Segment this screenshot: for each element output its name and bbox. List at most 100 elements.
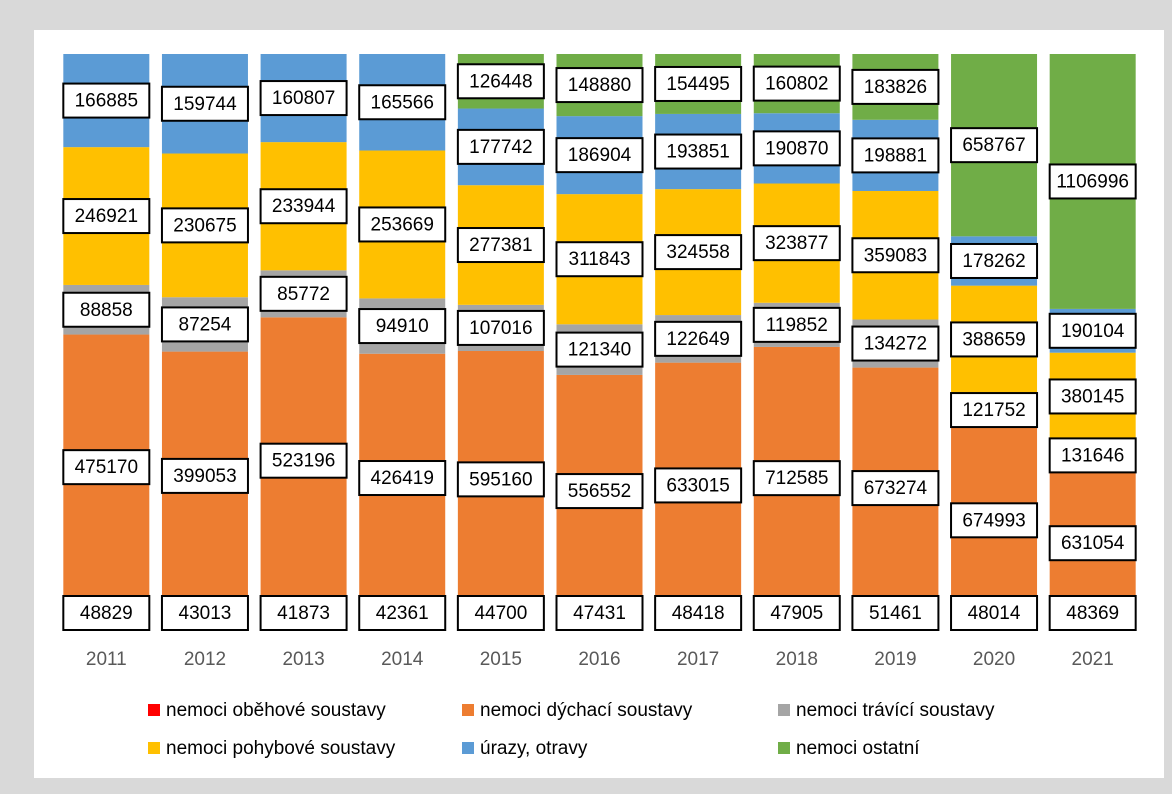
data-label: 131646 (1061, 445, 1124, 466)
data-label: 556552 (568, 481, 631, 502)
data-label-box (654, 467, 743, 504)
data-label: 44700 (474, 603, 527, 624)
data-label: 94910 (376, 316, 429, 337)
data-label-box (456, 128, 545, 165)
legend-label: nemoci oběhové soustavy (166, 700, 386, 721)
data-label-box (752, 306, 841, 343)
data-label-box (654, 320, 743, 357)
data-label-box (654, 234, 743, 271)
legend-swatch (462, 742, 474, 754)
x-tick-label: 2012 (184, 649, 226, 670)
data-label-box (1048, 378, 1137, 415)
data-label-box (358, 308, 447, 345)
x-tick-label: 2021 (1072, 649, 1114, 670)
x-tick-label: 2011 (86, 649, 127, 670)
data-label-box (259, 595, 348, 631)
data-label: 121752 (962, 400, 1025, 421)
data-label: 674993 (962, 510, 1025, 531)
x-tick-label: 2018 (776, 649, 818, 670)
data-label-box (1048, 595, 1137, 631)
legend-label: nemoci trávící soustavy (796, 700, 995, 721)
data-label-box (160, 85, 249, 122)
data-label-box (62, 198, 151, 235)
data-label-box (752, 225, 841, 262)
data-label-box (654, 65, 743, 102)
legend-label: nemoci ostatní (796, 738, 920, 759)
data-label: 193851 (666, 142, 729, 163)
data-label: 631054 (1061, 533, 1125, 554)
data-label: 388659 (962, 329, 1025, 350)
data-label: 160802 (765, 74, 828, 95)
data-label: 48418 (672, 603, 725, 624)
x-tick-label: 2014 (381, 649, 424, 670)
data-label: 48014 (968, 603, 1021, 624)
data-label-box (456, 595, 545, 631)
data-label-box (456, 227, 545, 264)
data-label-box (555, 331, 644, 368)
data-label: 190104 (1061, 321, 1125, 342)
data-label-box (259, 80, 348, 117)
x-tick-label: 2019 (874, 649, 916, 670)
data-label: 160807 (272, 88, 335, 109)
data-label-box (358, 206, 447, 243)
data-label: 177742 (469, 137, 532, 158)
data-label: 41873 (277, 603, 330, 624)
data-label-box (950, 502, 1039, 539)
data-label-box (851, 237, 940, 274)
data-label: 47431 (573, 603, 626, 624)
data-label-box (950, 392, 1039, 429)
x-tick-label: 2016 (578, 649, 620, 670)
data-label-box (62, 595, 151, 631)
data-label-box (456, 461, 545, 498)
data-label-box (851, 137, 940, 174)
data-label: 475170 (75, 457, 138, 478)
data-label: 230675 (173, 215, 236, 236)
legend-label: úrazy, otravy (480, 738, 588, 759)
data-label: 595160 (469, 469, 532, 490)
data-label: 166885 (75, 91, 138, 112)
data-label: 159744 (173, 94, 237, 115)
legend-swatch (148, 742, 160, 754)
data-label: 134272 (864, 334, 927, 355)
data-label: 85772 (277, 284, 330, 305)
data-label: 399053 (173, 466, 236, 487)
data-label: 87254 (179, 314, 232, 335)
data-label-box (752, 130, 841, 167)
data-label-box (62, 449, 151, 486)
legend-swatch (778, 704, 790, 716)
data-label: 165566 (371, 92, 434, 113)
data-label-box (752, 460, 841, 497)
data-label: 48369 (1066, 603, 1119, 624)
data-label: 122649 (666, 329, 729, 350)
data-label: 51461 (869, 603, 922, 624)
data-label: 48829 (80, 603, 133, 624)
data-label: 359083 (864, 245, 927, 266)
data-label-box (555, 473, 644, 510)
data-label: 119852 (766, 315, 828, 336)
legend-label: nemoci dýchací soustavy (480, 700, 693, 721)
data-label-box (950, 127, 1039, 164)
data-label-box (358, 460, 447, 497)
data-label: 148880 (568, 75, 631, 96)
data-label: 658767 (962, 135, 1025, 156)
x-tick-label: 2020 (973, 649, 1015, 670)
data-label-box (160, 457, 249, 494)
data-label: 1106996 (1056, 171, 1129, 192)
data-label-box (851, 68, 940, 105)
data-label-box (851, 325, 940, 362)
data-label-box (752, 595, 841, 631)
data-label-box (950, 595, 1039, 631)
data-label-box (358, 595, 447, 631)
data-label: 426419 (371, 468, 434, 489)
data-label-box (654, 133, 743, 170)
data-label-box (259, 275, 348, 312)
data-label-box (1048, 312, 1137, 349)
legend-swatch (148, 704, 160, 716)
data-label: 253669 (371, 214, 434, 235)
data-label-box (555, 137, 644, 174)
data-label-box (160, 207, 249, 244)
data-label-box (555, 241, 644, 278)
x-tick-label: 2017 (677, 649, 719, 670)
data-label-box (62, 291, 151, 328)
